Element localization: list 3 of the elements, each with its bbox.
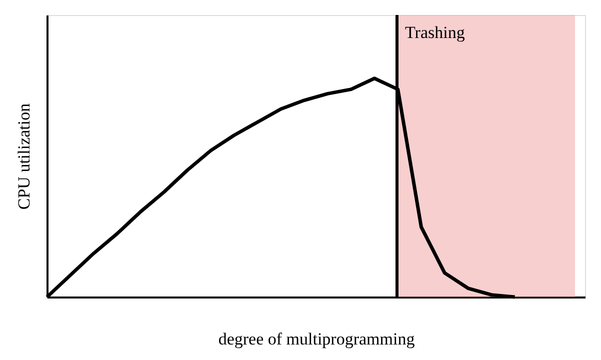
y-axis-title: CPU utilization bbox=[14, 102, 34, 210]
text: Trashing bbox=[405, 23, 466, 42]
x-axis-title: degree of multiprogramming bbox=[218, 330, 416, 348]
